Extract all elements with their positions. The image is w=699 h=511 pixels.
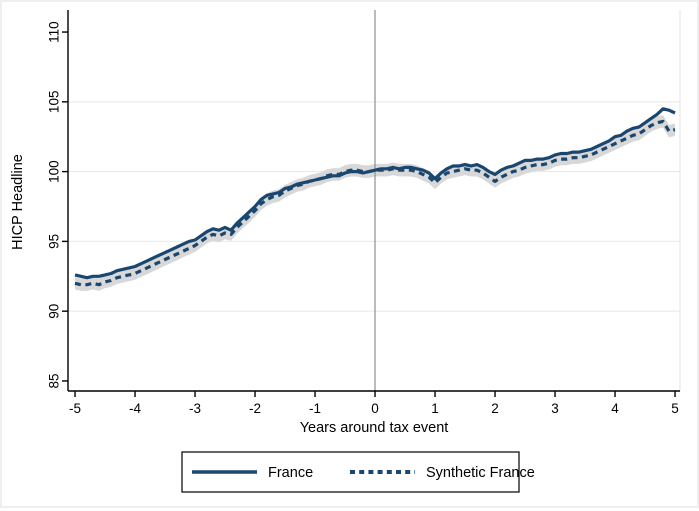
- x-tick-label--5: -5: [69, 401, 81, 416]
- x-tick-label--4: -4: [129, 401, 141, 416]
- x-tick-label-4: 4: [611, 401, 619, 416]
- y-tick-label-95: 95: [46, 234, 61, 249]
- y-tick-label-110: 110: [46, 21, 61, 43]
- confidence-band: [75, 115, 675, 291]
- france-line: [74, 107, 676, 280]
- x-tick-label-2: 2: [491, 401, 499, 416]
- confidence-band-area: [75, 115, 675, 291]
- x-tick-label-3: 3: [551, 401, 559, 416]
- x-tick-label--1: -1: [309, 401, 321, 416]
- x-tick-label-1: 1: [431, 401, 439, 416]
- y-tick-label-85: 85: [46, 373, 61, 388]
- legend-france-label: France: [268, 465, 313, 481]
- axes: [62, 10, 680, 397]
- x-tick-label--2: -2: [249, 401, 261, 416]
- y-tick-label-100: 100: [47, 160, 62, 183]
- synthetic-france-line: [74, 119, 676, 287]
- x-tick-label-0: 0: [371, 401, 379, 416]
- x-tick-label-5: 5: [671, 401, 679, 416]
- y-tick-label-105: 105: [47, 91, 62, 114]
- legend-synthetic-label: Synthetic France: [426, 465, 535, 481]
- legend: France Synthetic France: [181, 451, 535, 493]
- y-tick-label-90: 90: [46, 304, 61, 319]
- gridlines: [68, 10, 681, 391]
- x-tick-label--3: -3: [189, 401, 201, 416]
- series-lines: [74, 107, 676, 287]
- x-tick-labels: -5 -4 -3 -2 -1 0 1 2 3 4 5: [69, 401, 679, 416]
- y-axis-title: HICP Headline: [10, 154, 26, 250]
- y-tick-labels: 85 90 95 100 105 110: [46, 21, 61, 388]
- x-axis-title: Years around tax event: [300, 420, 449, 436]
